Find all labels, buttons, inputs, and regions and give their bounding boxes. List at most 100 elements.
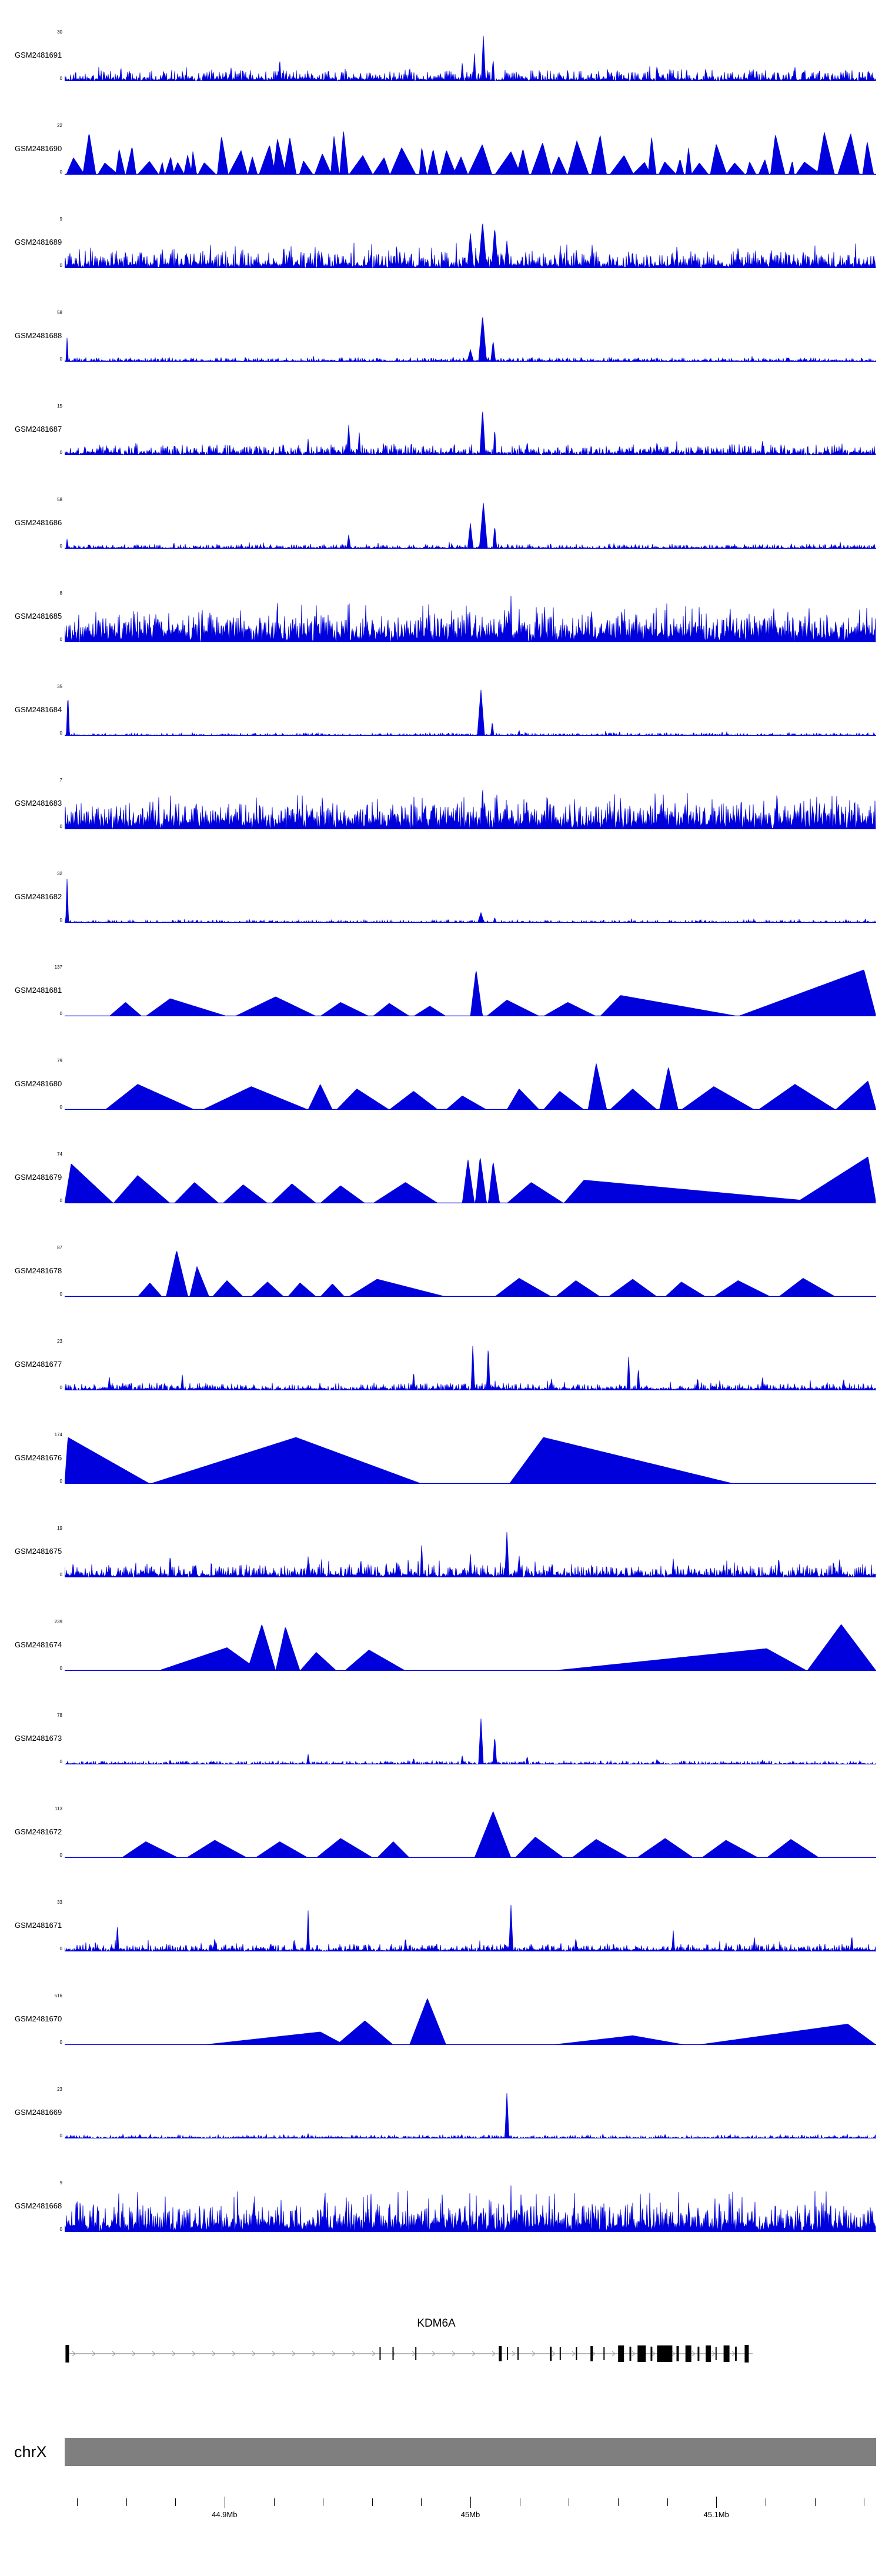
track-signal-plot	[65, 1437, 876, 1484]
track-row: GSM2481673 78 0	[0, 1697, 882, 1791]
signal-area	[65, 879, 876, 923]
track-ymin-label: 0	[59, 1198, 62, 1203]
track-signal-plot	[65, 1624, 876, 1671]
track-ymin-label: 0	[59, 2133, 62, 2138]
strand-direction-arrow-icon	[72, 2351, 76, 2357]
signal-area	[65, 1251, 876, 1297]
track-ymax-label: 58	[57, 497, 62, 502]
strand-direction-arrow-icon	[372, 2351, 376, 2357]
track-row: GSM2481687 15 0	[0, 388, 882, 482]
exon-box	[715, 2347, 717, 2360]
exon-box	[603, 2347, 605, 2360]
track-label: GSM2481678	[15, 1266, 62, 1275]
exon-box	[637, 2345, 646, 2362]
signal-area	[65, 1346, 876, 1390]
strand-direction-arrow-icon	[112, 2351, 116, 2357]
track-ymax-label: 32	[57, 871, 62, 876]
exon-box	[590, 2346, 593, 2361]
signal-area	[65, 1063, 876, 1110]
signal-area	[65, 969, 876, 1016]
track-signal-plot	[65, 317, 876, 362]
track-row: GSM2481672 113 0	[0, 1791, 882, 1884]
track-ymax-label: 239	[54, 1619, 62, 1624]
track-ymin-label: 0	[59, 169, 62, 175]
track-row: GSM2481689 9 0	[0, 201, 882, 295]
track-signal-plot	[65, 790, 876, 829]
track-signal-plot	[65, 1063, 876, 1110]
track-row: GSM2481686 58 0	[0, 482, 882, 575]
track-signal-plot	[65, 2185, 876, 2232]
track-row: GSM2481668 9 0	[0, 2165, 882, 2258]
track-ymax-label: 30	[57, 29, 62, 35]
track-ymin-label: 0	[59, 730, 62, 736]
track-label: GSM2481669	[15, 2108, 62, 2117]
signal-area	[65, 1998, 876, 2045]
track-ymin-label: 0	[59, 1011, 62, 1016]
track-signal-plot	[65, 35, 876, 81]
gene-model-section: KDM6A	[0, 2300, 882, 2382]
strand-direction-arrow-icon	[691, 2351, 696, 2357]
strand-direction-arrow-icon	[132, 2351, 136, 2357]
strand-direction-arrow-icon	[292, 2351, 296, 2357]
track-row: GSM2481669 23 0	[0, 2071, 882, 2165]
coordinate-ruler: 44.9Mb 45Mb 45.1Mb	[65, 2495, 876, 2530]
track-row: GSM2481683 7 0	[0, 762, 882, 856]
signal-area	[65, 35, 876, 81]
signal-area	[65, 1437, 876, 1484]
strand-direction-arrow-icon	[552, 2351, 556, 2357]
track-ymax-label: 23	[57, 1339, 62, 1344]
signal-area	[65, 1624, 876, 1671]
track-baseline	[65, 735, 876, 736]
track-signal-plot	[65, 1532, 876, 1577]
track-signal-plot	[65, 1811, 876, 1858]
track-label: GSM2481682	[15, 892, 62, 901]
exon-box	[392, 2347, 394, 2360]
track-ymin-label: 0	[59, 1946, 62, 1951]
track-row: GSM2481676 174 0	[0, 1417, 882, 1510]
strand-direction-arrow-icon	[172, 2351, 176, 2357]
ruler-major-tick	[470, 2497, 471, 2508]
track-ymin-label: 0	[59, 76, 62, 81]
track-ymax-label: 87	[57, 1245, 62, 1250]
track-ymax-label: 22	[57, 123, 62, 128]
track-baseline	[65, 2044, 876, 2045]
track-label: GSM2481680	[15, 1079, 62, 1088]
track-ymin-label: 0	[59, 263, 62, 268]
gene-model-diagram	[65, 2345, 753, 2363]
strand-direction-arrow-icon	[711, 2351, 716, 2357]
track-signal-plot	[65, 689, 876, 736]
exon-box	[657, 2345, 673, 2362]
track-signal-plot	[65, 1156, 876, 1203]
track-label: GSM2481690	[15, 144, 62, 153]
track-baseline	[65, 2231, 876, 2232]
track-label: GSM2481681	[15, 986, 62, 995]
track-label: GSM2481686	[15, 518, 62, 527]
track-ymax-label: 9	[59, 2180, 62, 2185]
track-baseline	[65, 548, 876, 549]
exon-box	[65, 2345, 69, 2363]
strand-direction-arrow-icon	[632, 2351, 636, 2357]
track-signal-plot	[65, 2093, 876, 2138]
track-ymin-label: 0	[59, 450, 62, 455]
tracks: GSM2481691 30 0 GSM2481690 22 0 GSM24816…	[0, 14, 882, 2258]
track-row: GSM2481679 74 0	[0, 1136, 882, 1230]
track-row: GSM2481682 32 0	[0, 856, 882, 949]
track-baseline	[65, 922, 876, 923]
track-baseline	[65, 1670, 876, 1671]
track-ymin-label: 0	[59, 1385, 62, 1390]
track-label: GSM2481691	[15, 51, 62, 59]
track-ymax-label: 15	[57, 403, 62, 409]
signal-area	[65, 1811, 876, 1858]
track-ymax-label: 9	[59, 216, 62, 222]
track-ymin-label: 0	[59, 637, 62, 642]
track-ymax-label: 79	[57, 1058, 62, 1063]
strand-direction-arrow-icon	[652, 2351, 656, 2357]
track-label: GSM2481671	[15, 1921, 62, 1930]
strand-direction-arrow-icon	[252, 2351, 256, 2357]
exon-box	[379, 2347, 381, 2360]
track-label: GSM2481674	[15, 1640, 62, 1649]
strand-direction-arrow-icon	[352, 2351, 356, 2357]
ruler-minor-tick	[126, 2498, 127, 2506]
ruler-minor-tick	[76, 2498, 78, 2506]
ruler-minor-tick	[617, 2498, 619, 2506]
